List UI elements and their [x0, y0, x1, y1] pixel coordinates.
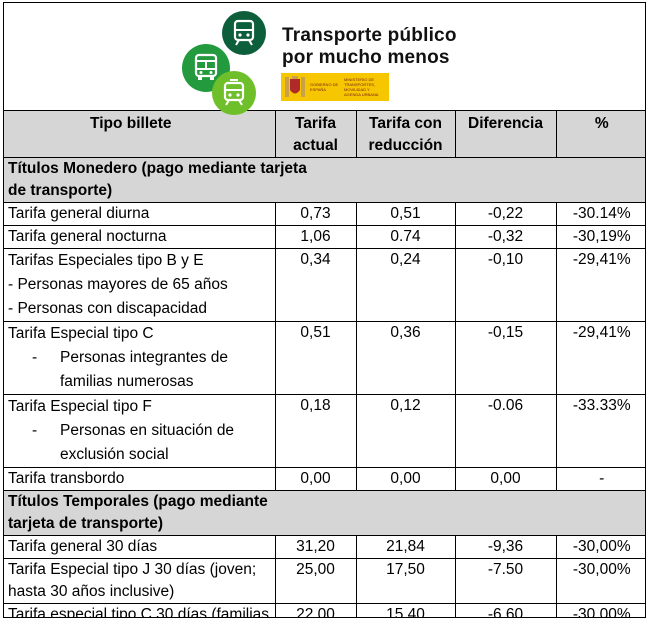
fare-name-cell: Tarifas Especiales tipo B y E - Personas… [4, 248, 276, 322]
fare-name: Tarifa Especial tipo F [8, 398, 152, 415]
fare-reduced: 0,51 [355, 202, 456, 226]
fare-name-cell: Tarifa Especial tipo F Personas en situa… [4, 394, 276, 468]
fare-reduced: 21,84 [355, 535, 456, 559]
section-monedero-label: Títulos Monedero (pago mediante tarjeta … [8, 160, 307, 199]
fare-actual: 0,73 [274, 202, 357, 226]
fare-percent: -30,19% [555, 225, 645, 249]
fare-reduced: 0,00 [355, 467, 456, 491]
table-row: Tarifa general 30 días 31,20 21,84 -9,36… [4, 535, 645, 559]
fare-reduced: 0,24 [355, 248, 456, 322]
fare-difference: -0,22 [454, 202, 557, 226]
fare-actual: 1,06 [274, 225, 357, 249]
campaign-banner: Transporte público por mucho menos GOBIE… [4, 3, 645, 115]
header-tarifa-actual: Tarifa actual [274, 111, 357, 158]
fare-name: Tarifa Especial tipo J 30 días (joven; h… [4, 558, 276, 604]
fare-difference: -9,36 [454, 535, 557, 559]
table-row: Tarifas Especiales tipo B y E - Personas… [4, 248, 645, 322]
coat-of-arms-icon [285, 76, 305, 97]
fare-name-cell: Tarifa Especial tipo C Personas integran… [4, 321, 276, 395]
fare-name: Tarifa transbordo [4, 467, 276, 491]
fare-difference: -7.50 [454, 558, 557, 604]
section-row: Títulos Temporales (pago mediante tarjet… [4, 490, 645, 536]
fare-actual: 25,00 [274, 558, 357, 604]
bus-icon [182, 44, 230, 92]
fare-actual: 22,00 [274, 603, 357, 617]
fare-percent: -33.33% [555, 394, 645, 468]
government-logo: GOBIERNO DE ESPAÑA MINISTERIO DE TRANSPO… [281, 73, 389, 101]
fare-percent: -29,41% [555, 321, 645, 395]
section-row: Títulos Monedero (pago mediante tarjeta … [4, 157, 645, 203]
header-diferencia: Diferencia [454, 111, 557, 158]
fare-difference: 0,00 [454, 467, 557, 491]
fare-actual: 0,34 [274, 248, 357, 322]
fare-actual: 31,20 [274, 535, 357, 559]
fare-reduced: 0.74 [355, 225, 456, 249]
section-temporales-label: Títulos Temporales (pago mediante tarjet… [8, 493, 268, 532]
fare-reduced: 0,36 [355, 321, 456, 395]
table-row: Tarifa Especial tipo F Personas en situa… [4, 394, 645, 468]
fare-name: Tarifa general nocturna [4, 225, 276, 249]
transport-logo [182, 11, 277, 115]
fare-reduced: 15,40 [355, 603, 456, 617]
fare-difference: -0,32 [454, 225, 557, 249]
fare-actual: 0,00 [274, 467, 357, 491]
fare-name: Tarifa general 30 días [4, 535, 276, 559]
fare-percent: -30,00% [555, 535, 645, 559]
fares-table: Tipo billete Tarifa actual Tarifa con re… [4, 111, 645, 617]
section-temporales: Títulos Temporales (pago mediante tarjet… [4, 490, 645, 536]
header-porcentaje: % [555, 111, 645, 158]
fare-name: Tarifas Especiales tipo B y E [8, 252, 204, 269]
fare-name: Tarifa general diurna [4, 202, 276, 226]
fare-subitem: - Personas mayores de 65 años [8, 276, 228, 293]
table-row: Tarifa Especial tipo C Personas integran… [4, 321, 645, 395]
fare-percent: - [555, 467, 645, 491]
ministry-name: MINISTERIO DE TRANSPORTES, MOVILIDAD Y A… [344, 77, 379, 97]
table-row: Tarifa general nocturna 1,06 0.74 -0,32 … [4, 225, 645, 249]
campaign-title-line2: por mucho menos [282, 47, 450, 68]
fare-subitem: Personas en situación de exclusión socia… [8, 419, 271, 467]
fare-actual: 0,18 [274, 394, 357, 468]
header-tarifa-reduccion: Tarifa con reducción [355, 111, 456, 158]
header-tipo-billete: Tipo billete [4, 111, 276, 158]
table-header-row: Tipo billete Tarifa actual Tarifa con re… [4, 111, 645, 158]
fare-actual: 0,51 [274, 321, 357, 395]
fare-name: Tarifa Especial tipo C [8, 325, 154, 342]
table-row: Tarifa especial tipo C 30 días (familias… [4, 603, 645, 617]
fare-name: Tarifa especial tipo C 30 días (familias… [4, 603, 276, 617]
section-monedero: Títulos Monedero (pago mediante tarjeta … [4, 157, 645, 203]
fare-reduced: 0,12 [355, 394, 456, 468]
fare-subitem: - Personas con discapacidad [8, 300, 208, 317]
fare-percent: -30,00% [555, 558, 645, 604]
fare-difference: -0.06 [454, 394, 557, 468]
fare-percent: -29,41% [555, 248, 645, 322]
table-row: Tarifa general diurna 0,73 0,51 -0,22 -3… [4, 202, 645, 226]
tram-icon [222, 11, 266, 55]
document-frame: Transporte público por mucho menos GOBIE… [3, 2, 646, 618]
fare-percent: -30,00% [555, 603, 645, 617]
campaign-title: Transporte público por mucho menos [282, 25, 457, 69]
train-icon [212, 71, 256, 115]
fare-difference: -0,10 [454, 248, 557, 322]
fare-difference: -6,60 [454, 603, 557, 617]
fare-difference: -0,15 [454, 321, 557, 395]
fare-subitem: Personas integrantes de familias numeros… [8, 346, 271, 394]
table-row: Tarifa transbordo 0,00 0,00 0,00 - [4, 467, 645, 491]
government-name: GOBIERNO DE ESPAÑA [310, 82, 339, 92]
fare-reduced: 17,50 [355, 558, 456, 604]
fare-percent: -30.14% [555, 202, 645, 226]
campaign-title-line1: Transporte público [282, 25, 457, 46]
table-row: Tarifa Especial tipo J 30 días (joven; h… [4, 558, 645, 604]
